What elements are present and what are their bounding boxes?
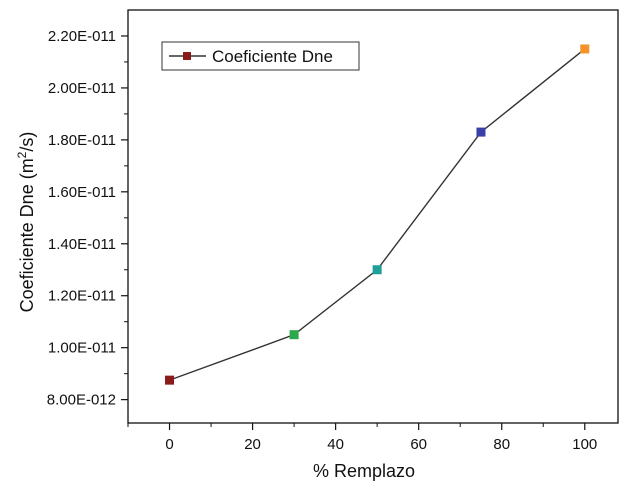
y-tick-label: 2.20E-011 — [48, 28, 116, 45]
data-points — [165, 44, 590, 385]
y-axis-ticks — [121, 35, 128, 401]
x-tick-labels: 0 20 40 60 80 100 — [165, 436, 597, 453]
y-tick-label: 1.00E-011 — [48, 340, 116, 357]
y-tick-labels: 8.00E-012 1.00E-011 1.20E-011 1.40E-011 1.60… — [47, 28, 116, 409]
y-tick-label: 1.60E-011 — [48, 184, 116, 201]
data-point — [580, 44, 590, 54]
y-axis-title-suffix: /s) — [17, 132, 37, 152]
x-axis-ticks — [127, 423, 586, 430]
data-point — [165, 375, 175, 385]
y-axis-title-superscript: 2 — [15, 151, 29, 158]
data-point — [476, 127, 486, 137]
x-tick-label: 40 — [327, 436, 344, 453]
x-tick-label: 0 — [165, 436, 173, 453]
series-line — [169, 48, 586, 381]
x-tick-label: 20 — [244, 436, 261, 453]
legend: Coeficiente Dne — [161, 41, 360, 71]
data-point — [372, 265, 382, 275]
data-point — [289, 330, 299, 340]
plot-frame — [127, 9, 619, 424]
x-axis-title: % Remplazo — [313, 461, 415, 481]
y-tick-label: 1.20E-011 — [48, 288, 116, 305]
y-tick-label: 8.00E-012 — [47, 392, 116, 409]
x-tick-label: 80 — [493, 436, 510, 453]
legend-label: Coeficiente Dne — [212, 47, 333, 66]
y-tick-label: 2.00E-011 — [48, 80, 116, 97]
y-tick-label: 1.40E-011 — [48, 236, 116, 253]
x-tick-label: 60 — [410, 436, 427, 453]
y-tick-label: 1.80E-011 — [48, 132, 116, 149]
y-axis-title: Coeficiente Dne (m2/s) — [15, 132, 37, 313]
y-axis-title-prefix: Coeficiente Dne (m — [17, 158, 37, 312]
x-tick-label: 100 — [572, 436, 597, 453]
legend-marker — [183, 52, 191, 60]
